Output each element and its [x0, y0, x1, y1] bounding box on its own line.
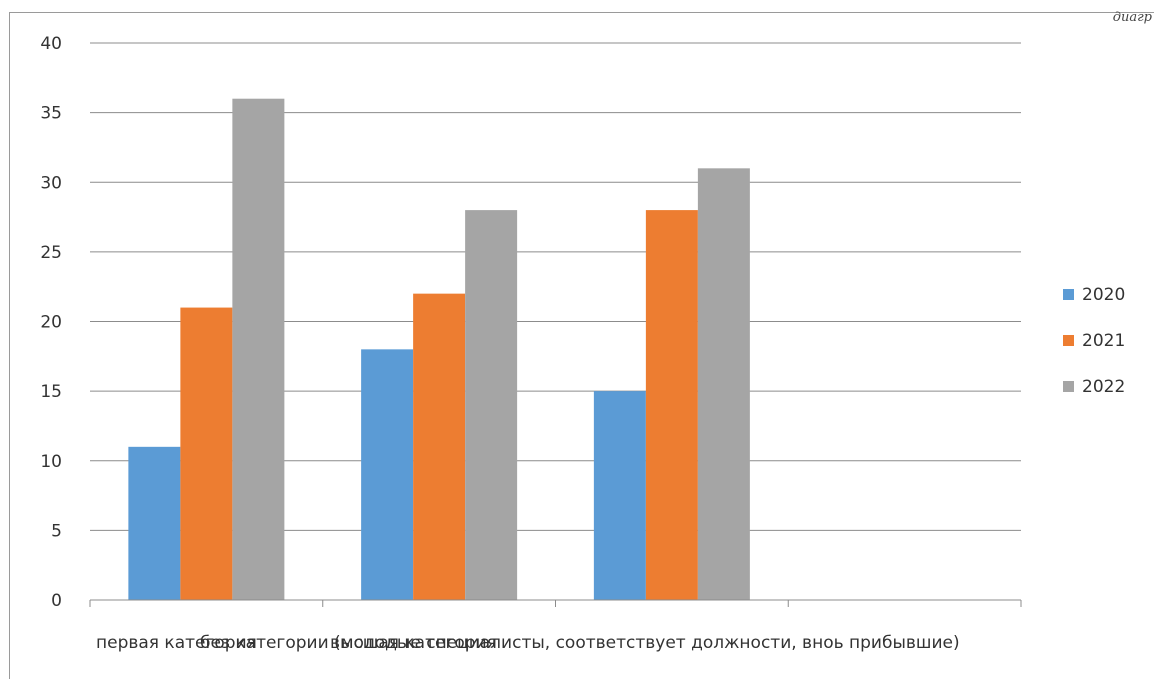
y-tick-label: 40 — [40, 34, 62, 54]
legend: 2020 2021 2022 — [1063, 285, 1125, 397]
y-tick-label: 30 — [40, 173, 62, 193]
y-tick-label: 25 — [40, 243, 62, 263]
x-category-label: без категории (молодые специалисты, соот… — [200, 633, 960, 653]
legend-swatch-2022 — [1063, 381, 1074, 392]
bar-2021-cat2 — [413, 293, 466, 600]
legend-swatch-2021 — [1063, 335, 1074, 346]
bar-2022-cat1 — [232, 98, 285, 600]
bar-2022-cat3 — [697, 168, 750, 600]
corner-caption: диагр — [1112, 10, 1152, 25]
bar-2021-cat3 — [645, 210, 698, 600]
legend-label-2021: 2021 — [1082, 331, 1125, 351]
bar-2022-cat2 — [465, 210, 518, 600]
chart-frame: диагр — [9, 10, 1154, 679]
y-tick-label: 0 — [51, 591, 62, 611]
legend-label-2022: 2022 — [1082, 377, 1125, 397]
x-category-label: первая категория — [96, 633, 257, 653]
x-category-label: высшая категория — [330, 633, 497, 653]
y-tick-label: 15 — [40, 382, 62, 402]
y-tick-label: 5 — [51, 521, 62, 541]
x-axis — [89, 599, 1022, 607]
y-axis-ticks: 0 5 10 15 20 25 30 35 40 — [40, 34, 62, 611]
y-tick-label: 20 — [40, 313, 62, 333]
bar-2021-cat1 — [180, 307, 233, 600]
bar-2020-cat1 — [128, 446, 181, 600]
bar-2020-cat3 — [593, 391, 646, 600]
legend-label-2020: 2020 — [1082, 285, 1125, 305]
bars — [128, 98, 750, 600]
bar-2020-cat2 — [361, 349, 414, 600]
y-tick-label: 35 — [40, 104, 62, 124]
legend-swatch-2020 — [1063, 289, 1074, 300]
y-tick-label: 10 — [40, 452, 62, 472]
